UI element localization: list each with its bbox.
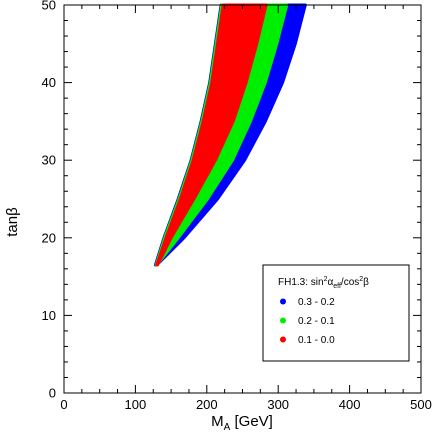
legend-title: FH1.3: sin2αeff/cos2β	[278, 276, 369, 290]
y-tick-label: 20	[42, 230, 56, 245]
legend-label: 0.1 - 0.0	[298, 335, 335, 346]
tick-labels: 0 100 200 300 400 500 0 10 20 30 40 50	[42, 0, 432, 412]
legend-label: 0.2 - 0.1	[298, 316, 335, 327]
x-tick-label: 100	[125, 397, 147, 412]
legend-marker	[280, 298, 286, 305]
x-axis-title: MA [GeV]	[211, 413, 273, 433]
y-tick-label: 10	[42, 308, 56, 323]
y-tick-label: 40	[42, 75, 56, 90]
x-tick-label: 500	[410, 397, 432, 412]
legend-marker	[280, 317, 286, 324]
legend-marker	[280, 336, 286, 343]
y-axis-title: tanβ	[4, 207, 21, 237]
x-tick-label: 200	[196, 397, 218, 412]
axis-ticks	[63, 4, 422, 394]
x-tick-label: 400	[339, 397, 361, 412]
y-tick-label: 30	[42, 153, 56, 168]
y-tick-label: 50	[42, 0, 56, 13]
x-tick-label: 300	[267, 397, 289, 412]
data-bands	[153, 3, 307, 267]
y-tick-label: 0	[49, 386, 56, 401]
legend-box	[262, 264, 410, 362]
legend-label: 0.3 - 0.2	[298, 297, 335, 308]
legend: FH1.3: sin2αeff/cos2β 0.3 - 0.2 0.2 - 0.1…	[262, 264, 410, 362]
x-tick-label: 0	[60, 397, 67, 412]
